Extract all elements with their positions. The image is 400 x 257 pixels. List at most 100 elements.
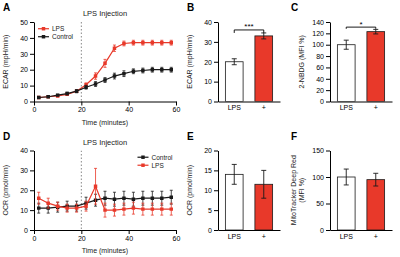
point bbox=[46, 95, 49, 98]
panel-label: A bbox=[3, 2, 10, 13]
bar bbox=[337, 45, 355, 102]
error-bar bbox=[113, 73, 116, 79]
y-tick: 20 bbox=[20, 187, 34, 194]
point bbox=[113, 197, 116, 200]
point bbox=[56, 94, 59, 97]
point bbox=[132, 41, 135, 44]
x-tick-label: 60 bbox=[173, 235, 181, 242]
y-tick-label: 10 bbox=[204, 78, 212, 85]
panel: 0102030400204060 bbox=[20, 147, 180, 242]
error-bar bbox=[373, 29, 378, 34]
point bbox=[132, 206, 135, 209]
y-tick-label: 40 bbox=[204, 19, 212, 26]
point bbox=[75, 89, 78, 92]
error-bar bbox=[170, 67, 173, 72]
error-bar bbox=[47, 96, 50, 98]
axis-line bbox=[219, 230, 281, 231]
panel: 010203040500204060 bbox=[20, 19, 180, 114]
x-tick-label: + bbox=[262, 233, 266, 240]
y-tick: 150 bbox=[312, 147, 330, 154]
x-tick: + bbox=[374, 233, 378, 240]
axis-line bbox=[330, 151, 331, 231]
point bbox=[37, 96, 40, 99]
y-tick-mark bbox=[326, 102, 330, 103]
error-bar bbox=[122, 203, 125, 215]
y-tick-mark bbox=[214, 62, 218, 63]
error-bar bbox=[132, 40, 135, 45]
error-bar bbox=[132, 202, 135, 214]
y-tick-label: 60 bbox=[316, 64, 324, 71]
x-tick: LPS bbox=[340, 104, 354, 111]
series bbox=[37, 67, 173, 99]
error-bar bbox=[344, 40, 349, 49]
y-tick-mark bbox=[214, 230, 218, 231]
x-tick-label: LPS bbox=[228, 233, 242, 240]
y-tick-label: 0 bbox=[320, 227, 324, 234]
point bbox=[103, 208, 106, 211]
point bbox=[103, 78, 106, 81]
y-axis-label: ECAR (mpH/min) bbox=[2, 35, 10, 89]
y-tick-label: 120 bbox=[312, 30, 324, 37]
panel: 0 50 100 150 LPS + bbox=[312, 147, 392, 240]
point bbox=[151, 68, 154, 71]
error-bar bbox=[151, 67, 154, 72]
x-tick-label: 20 bbox=[78, 235, 86, 242]
y-tick-mark bbox=[326, 90, 330, 91]
y-tick-label: 50 bbox=[316, 200, 324, 207]
point bbox=[56, 93, 59, 96]
legend-label: LPS bbox=[151, 162, 164, 169]
legend-entry: Control bbox=[38, 33, 74, 40]
error-bar bbox=[104, 59, 107, 67]
y-tick-mark bbox=[326, 67, 330, 68]
y-tick-label: 100 bbox=[312, 41, 324, 48]
error-bar bbox=[37, 97, 40, 99]
y-tick-mark bbox=[214, 82, 218, 83]
bar bbox=[225, 62, 243, 102]
x-tick-mark bbox=[176, 230, 177, 234]
x-tick-label: LPS bbox=[340, 233, 354, 240]
line bbox=[39, 43, 172, 98]
y-tick: 100 bbox=[312, 174, 330, 181]
error-bar bbox=[151, 203, 154, 215]
bars bbox=[225, 33, 272, 102]
x-tick: + bbox=[262, 233, 266, 240]
x-axis: LPS+ bbox=[331, 102, 393, 111]
point bbox=[141, 69, 144, 72]
error-bar bbox=[94, 73, 97, 79]
y-tick-label: 50 bbox=[20, 19, 28, 26]
y-tick: 15 bbox=[204, 167, 218, 174]
y-tick-label: 30 bbox=[20, 51, 28, 58]
x-axis: LPS+ bbox=[219, 102, 281, 111]
y-tick: 50 bbox=[316, 200, 330, 207]
point bbox=[141, 207, 144, 210]
x-tick: 60 bbox=[173, 230, 181, 242]
x-tick-mark bbox=[81, 102, 82, 106]
point bbox=[122, 42, 125, 45]
y-tick-label: 0 bbox=[208, 227, 212, 234]
legend-marker bbox=[141, 155, 144, 158]
bars bbox=[337, 169, 384, 230]
legend-label: Control bbox=[52, 33, 74, 40]
x-tick: 0 bbox=[33, 102, 37, 114]
y-tick-mark bbox=[214, 190, 218, 191]
point bbox=[151, 196, 154, 199]
error-bar bbox=[47, 96, 50, 98]
y-tick: 20 bbox=[204, 147, 218, 154]
y-tick: 30 bbox=[20, 51, 34, 58]
y-tick-mark bbox=[30, 38, 34, 39]
y-tick-mark bbox=[214, 22, 218, 23]
bars bbox=[337, 29, 384, 101]
error-bar bbox=[75, 201, 78, 211]
y-tick-mark bbox=[214, 210, 218, 211]
axis-line bbox=[218, 23, 219, 103]
y-axis-label-line: (MFI %) bbox=[298, 178, 306, 203]
axis-line bbox=[34, 151, 35, 231]
error-bar bbox=[56, 94, 59, 96]
axis-line bbox=[331, 230, 393, 231]
marks bbox=[37, 22, 173, 102]
point bbox=[122, 207, 125, 210]
point bbox=[103, 62, 106, 65]
point bbox=[84, 204, 87, 207]
point bbox=[122, 196, 125, 199]
error-bar bbox=[232, 164, 237, 184]
